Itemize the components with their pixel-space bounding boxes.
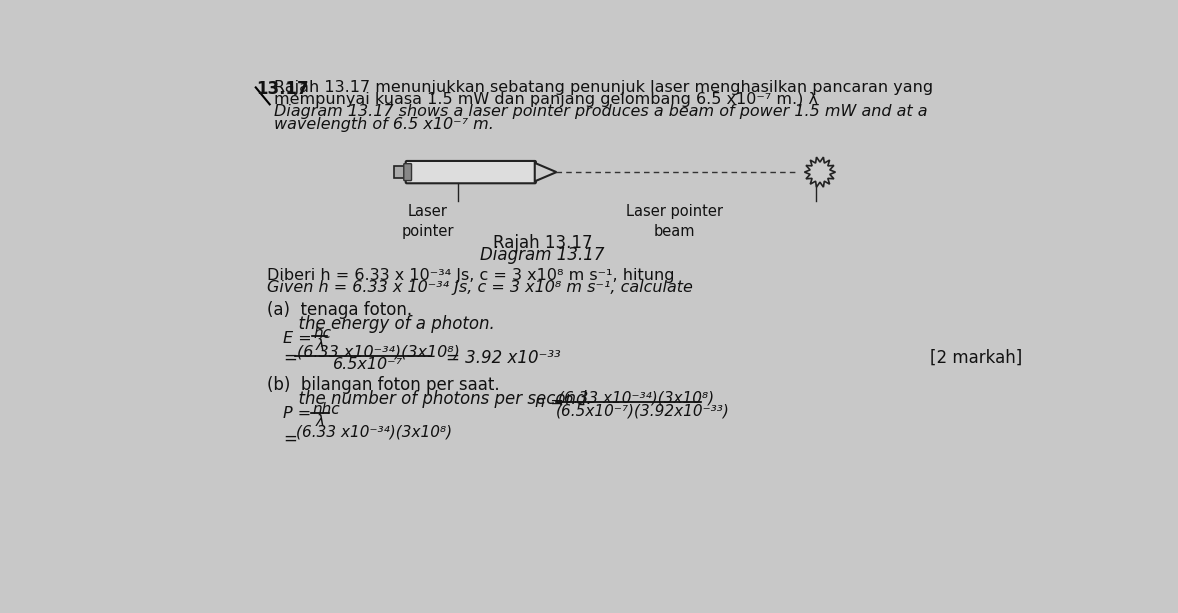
Text: Rajah 13.17: Rajah 13.17 [492,234,593,252]
Text: the energy of a photon.: the energy of a photon. [267,314,495,333]
Polygon shape [805,157,835,187]
Text: P =: P = [283,406,311,421]
Text: [2 markah]: [2 markah] [929,349,1023,367]
Text: λ: λ [316,338,324,352]
Text: (6.33 x10⁻³⁴)(3x10⁸): (6.33 x10⁻³⁴)(3x10⁸) [296,425,452,440]
Polygon shape [535,163,556,181]
Text: =: = [283,429,297,447]
Text: the number of photons per second.: the number of photons per second. [267,390,593,408]
Text: (6.5x10⁻⁷)(3.92x10⁻³³): (6.5x10⁻⁷)(3.92x10⁻³³) [556,403,729,418]
Text: Laser pointer
beam: Laser pointer beam [626,205,723,239]
Text: Rajah 13.17 menunjukkan sebatang penunjuk laser menghasilkan pancaran yang: Rajah 13.17 menunjukkan sebatang penunju… [273,80,933,95]
Text: (b)  bilangan foton per saat.: (b) bilangan foton per saat. [267,376,499,394]
Text: Laser
pointer: Laser pointer [402,205,454,239]
Text: λ: λ [316,414,324,429]
Text: nhc: nhc [312,402,340,417]
Text: Diberi h = 6.33 x 10⁻³⁴ Js, c = 3 x10⁸ m s⁻¹, hitung: Diberi h = 6.33 x 10⁻³⁴ Js, c = 3 x10⁸ m… [267,268,675,283]
Bar [395,166,408,178]
Text: n =: n = [535,395,563,411]
Text: =: = [283,349,297,367]
Text: (a)  tenaga foton.: (a) tenaga foton. [267,301,412,319]
Text: Diagram 13.17 shows a laser pointer produces a beam of power 1.5 mW and at a: Diagram 13.17 shows a laser pointer prod… [273,104,927,120]
FancyBboxPatch shape [404,164,411,181]
Text: Diagram 13.17: Diagram 13.17 [481,246,604,264]
Text: E =: E = [283,331,311,346]
Text: (6.33 x10⁻³⁴)(3x10⁸): (6.33 x10⁻³⁴)(3x10⁸) [558,391,714,406]
Text: = 3.92 x10⁻³³: = 3.92 x10⁻³³ [445,349,561,367]
Text: mempunyai kuasa 1.5 mW dan panjang gelombang 6.5 x10⁻⁷ m.) λ: mempunyai kuasa 1.5 mW dan panjang gelom… [273,92,818,107]
Text: wavelength of 6.5 x10⁻⁷ m.: wavelength of 6.5 x10⁻⁷ m. [273,116,494,132]
FancyBboxPatch shape [405,161,536,183]
Text: 13.17: 13.17 [256,80,309,97]
Text: (6.33 x10⁻³⁴)(3x10⁸): (6.33 x10⁻³⁴)(3x10⁸) [297,345,459,360]
Text: Given h = 6.33 x 10⁻³⁴ Js, c = 3 x10⁸ m s⁻¹, calculate: Given h = 6.33 x 10⁻³⁴ Js, c = 3 x10⁸ m … [267,280,693,295]
Text: hc: hc [313,326,332,341]
Text: 6.5x10⁻⁷: 6.5x10⁻⁷ [333,357,403,372]
